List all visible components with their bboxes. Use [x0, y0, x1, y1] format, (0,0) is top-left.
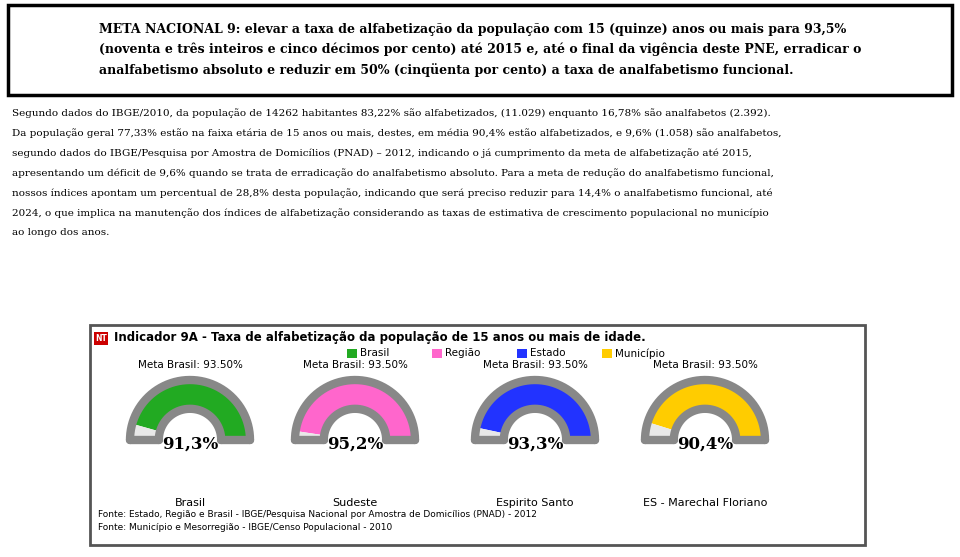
Text: Estado: Estado	[530, 349, 565, 359]
Text: 91,3%: 91,3%	[162, 436, 218, 452]
Text: ao longo dos anos.: ao longo dos anos.	[12, 228, 109, 237]
Text: Indicador 9A - Taxa de alfabetização da população de 15 anos ou mais de idade.: Indicador 9A - Taxa de alfabetização da …	[114, 331, 646, 344]
Polygon shape	[648, 380, 765, 440]
Text: segundo dados do IBGE/Pesquisa por Amostra de Domicílios (PNAD) – 2012, indicand: segundo dados do IBGE/Pesquisa por Amost…	[12, 148, 752, 158]
Text: NT: NT	[95, 334, 107, 343]
Bar	[602, 349, 612, 358]
Polygon shape	[475, 427, 505, 440]
Bar	[347, 349, 357, 358]
Text: Da população geral 77,33% estão na faixa etária de 15 anos ou mais, destes, em m: Da população geral 77,33% estão na faixa…	[12, 128, 781, 138]
Polygon shape	[132, 380, 250, 440]
Text: Segundo dados do IBGE/2010, da população de 14262 habitantes 83,22% são alfabeti: Segundo dados do IBGE/2010, da população…	[12, 108, 771, 118]
Text: Espirito Santo: Espirito Santo	[496, 498, 574, 508]
Polygon shape	[645, 422, 675, 440]
Text: Região: Região	[445, 349, 480, 359]
Polygon shape	[130, 424, 160, 440]
Polygon shape	[295, 431, 324, 440]
Text: Fonte: Município e Mesorregião - IBGE/Censo Populacional - 2010: Fonte: Município e Mesorregião - IBGE/Ce…	[98, 523, 393, 532]
Text: Brasil: Brasil	[360, 349, 390, 359]
Text: Meta Brasil: 93.50%: Meta Brasil: 93.50%	[302, 360, 407, 370]
Text: Município: Município	[615, 348, 665, 359]
FancyBboxPatch shape	[8, 5, 952, 95]
Text: Sudeste: Sudeste	[332, 498, 377, 508]
Bar	[94, 332, 108, 345]
Polygon shape	[296, 380, 415, 440]
Polygon shape	[476, 380, 595, 440]
Text: Meta Brasil: 93.50%: Meta Brasil: 93.50%	[483, 360, 588, 370]
Text: ES - Marechal Floriano: ES - Marechal Floriano	[643, 498, 767, 508]
Text: META NACIONAL 9: elevar a taxa de alfabetização da população com 15 (quinze) ano: META NACIONAL 9: elevar a taxa de alfabe…	[99, 23, 861, 77]
Text: Brasil: Brasil	[175, 498, 205, 508]
Bar	[432, 349, 442, 358]
Text: 90,4%: 90,4%	[677, 436, 733, 452]
Text: Meta Brasil: 93.50%: Meta Brasil: 93.50%	[653, 360, 757, 370]
Text: nossos índices apontam um percentual de 28,8% desta população, indicando que ser: nossos índices apontam um percentual de …	[12, 188, 773, 198]
Text: 95,2%: 95,2%	[326, 436, 383, 452]
Bar	[517, 349, 527, 358]
Text: Meta Brasil: 93.50%: Meta Brasil: 93.50%	[137, 360, 243, 370]
Text: Fonte: Estado, Região e Brasil - IBGE/Pesquisa Nacional por Amostra de Domicílio: Fonte: Estado, Região e Brasil - IBGE/Pe…	[98, 510, 537, 519]
Text: 93,3%: 93,3%	[507, 436, 564, 452]
Text: 2024, o que implica na manutenção dos índices de alfabetização considerando as t: 2024, o que implica na manutenção dos ín…	[12, 208, 769, 218]
FancyBboxPatch shape	[90, 325, 865, 545]
Text: apresentando um déficit de 9,6% quando se trata de erradicação do analfabetismo : apresentando um déficit de 9,6% quando s…	[12, 168, 774, 178]
